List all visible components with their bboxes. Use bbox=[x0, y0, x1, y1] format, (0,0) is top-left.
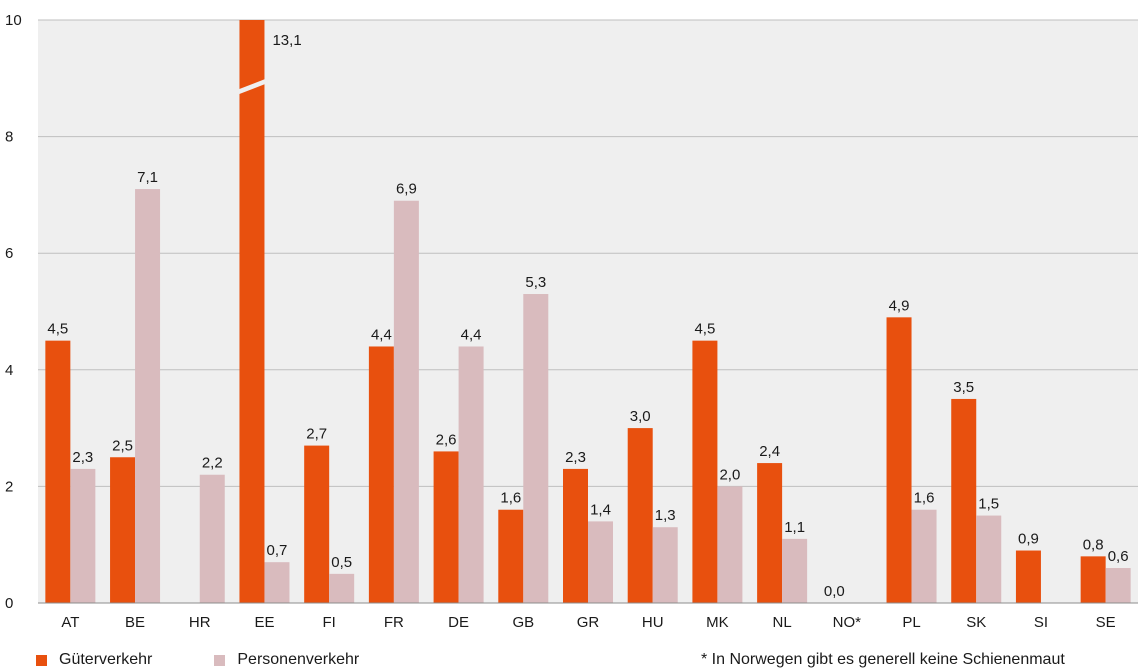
data-label-personenverkehr-fi: 0,5 bbox=[331, 554, 352, 571]
x-tick-label-hr: HR bbox=[189, 614, 211, 631]
bar-g-terverkehr-fi bbox=[304, 445, 330, 603]
data-labels-layer: 4,5 2,3 2,5 7,1 2,2 13,1 0,7 2,7 0,5 4,4 6,9 2,6 4,4… bbox=[47, 32, 1128, 600]
bar-g-terverkehr-be bbox=[110, 457, 136, 603]
legend-swatch-gueterverkehr bbox=[36, 654, 47, 666]
x-tick-label-fi: FI bbox=[323, 614, 336, 631]
x-tick-label-no: NO* bbox=[833, 614, 862, 631]
x-tick-label-sk: SK bbox=[966, 614, 986, 631]
data-label-personenverkehr-pl: 1,6 bbox=[914, 490, 935, 507]
bar-personenverkehr-pl bbox=[911, 509, 937, 603]
data-label-g-terverkehr-mk: 4,5 bbox=[694, 321, 715, 338]
legend: Güterverkehr Personenverkehr bbox=[36, 650, 421, 670]
bar-personenverkehr-ee bbox=[264, 562, 290, 603]
data-label-g-terverkehr-se: 0,8 bbox=[1083, 536, 1104, 553]
x-tick-label-hu: HU bbox=[642, 614, 664, 631]
bar-g-terverkehr-ee bbox=[239, 20, 265, 603]
data-label-personenverkehr-gr: 1,4 bbox=[590, 501, 611, 518]
axis-break-marker bbox=[236, 78, 268, 96]
data-label-personenverkehr-de: 4,4 bbox=[461, 326, 482, 343]
data-label-personenverkehr-sk: 1,5 bbox=[978, 496, 999, 513]
bar-personenverkehr-gr bbox=[588, 521, 613, 603]
bar-personenverkehr-se bbox=[1105, 568, 1131, 603]
bar-personenverkehr-mk bbox=[717, 486, 743, 603]
bar-personenverkehr-be bbox=[135, 189, 161, 603]
axis-layer: 0 2 4 6 8 10 AT BE HR EE FI FR DE GB GR HU MK NL NO* PL SK SI… bbox=[5, 12, 1138, 631]
legend-swatch-personenverkehr bbox=[214, 654, 226, 666]
bar-g-terverkehr-de bbox=[433, 451, 459, 603]
data-label-personenverkehr-mk: 2,0 bbox=[719, 466, 740, 483]
x-tick-label-se: SE bbox=[1096, 614, 1116, 631]
bar-g-terverkehr-gb bbox=[498, 509, 524, 603]
data-label-personenverkehr-hu: 1,3 bbox=[655, 507, 676, 524]
bar-personenverkehr-sk bbox=[976, 515, 1002, 603]
data-label-g-terverkehr-gb: 1,6 bbox=[500, 490, 521, 507]
bar-personenverkehr-de bbox=[458, 346, 484, 603]
x-tick-label-pl: PL bbox=[902, 614, 920, 631]
x-tick-label-gr: GR bbox=[577, 614, 600, 631]
data-label-g-terverkehr-no: 0,0 bbox=[824, 583, 845, 600]
bar-personenverkehr-hr bbox=[199, 474, 225, 603]
data-label-g-terverkehr-fr: 4,4 bbox=[371, 326, 392, 343]
y-tick-label-8: 8 bbox=[5, 129, 13, 146]
bar-g-terverkehr-at bbox=[45, 340, 71, 603]
data-label-personenverkehr-be: 7,1 bbox=[137, 169, 158, 186]
footnote: * In Norwegen gibt es generell keine Sch… bbox=[701, 651, 1065, 668]
bar-g-terverkehr-fr bbox=[368, 346, 394, 603]
bar-personenverkehr-hu bbox=[652, 527, 678, 603]
bar-g-terverkehr-pl bbox=[886, 317, 912, 603]
x-tick-label-nl: NL bbox=[773, 614, 792, 631]
legend-label-gueterverkehr: Güterverkehr bbox=[59, 651, 153, 668]
bar-g-terverkehr-gr bbox=[563, 468, 588, 603]
bar-personenverkehr-fi bbox=[329, 573, 355, 603]
data-label-g-terverkehr-si: 0,9 bbox=[1018, 531, 1039, 548]
data-label-g-terverkehr-ee: 13,1 bbox=[272, 32, 301, 49]
bars-layer bbox=[45, 20, 1131, 604]
data-label-g-terverkehr-nl: 2,4 bbox=[759, 443, 780, 460]
legend-item-personenverkehr: Personenverkehr bbox=[214, 651, 359, 669]
y-tick-label-6: 6 bbox=[5, 245, 13, 262]
data-label-g-terverkehr-gr: 2,3 bbox=[565, 449, 586, 466]
data-label-personenverkehr-hr: 2,2 bbox=[202, 455, 223, 472]
bar-personenverkehr-at bbox=[70, 468, 96, 603]
data-label-g-terverkehr-be: 2,5 bbox=[112, 437, 133, 454]
y-tick-label-10: 10 bbox=[5, 12, 22, 29]
y-tick-label-0: 0 bbox=[5, 595, 13, 612]
data-label-personenverkehr-at: 2,3 bbox=[72, 449, 93, 466]
data-label-personenverkehr-se: 0,6 bbox=[1108, 548, 1129, 565]
x-tick-label-be: BE bbox=[125, 614, 145, 631]
data-label-personenverkehr-nl: 1,1 bbox=[784, 519, 805, 536]
bar-g-terverkehr-mk bbox=[692, 340, 718, 603]
legend-label-personenverkehr: Personenverkehr bbox=[237, 651, 360, 668]
bar-personenverkehr-gb bbox=[523, 294, 549, 603]
data-label-g-terverkehr-hu: 3,0 bbox=[630, 408, 651, 425]
data-label-g-terverkehr-at: 4,5 bbox=[47, 321, 68, 338]
data-label-personenverkehr-fr: 6,9 bbox=[396, 181, 417, 198]
x-tick-label-gb: GB bbox=[512, 614, 534, 631]
y-tick-label-4: 4 bbox=[5, 362, 13, 379]
data-label-g-terverkehr-de: 2,6 bbox=[436, 431, 457, 448]
data-label-g-terverkehr-pl: 4,9 bbox=[889, 297, 910, 314]
bar-g-terverkehr-hu bbox=[627, 428, 653, 603]
x-tick-label-fr: FR bbox=[384, 614, 404, 631]
bar-g-terverkehr-sk bbox=[951, 398, 977, 603]
x-tick-label-de: DE bbox=[448, 614, 469, 631]
x-tick-label-at: AT bbox=[61, 614, 79, 631]
x-tick-label-mk: MK bbox=[706, 614, 729, 631]
y-tick-label-2: 2 bbox=[5, 478, 13, 495]
legend-item-gueterverkehr: Güterverkehr bbox=[36, 651, 152, 669]
bar-g-terverkehr-se bbox=[1080, 556, 1106, 603]
bar-chart: 4,5 2,3 2,5 7,1 2,2 13,1 0,7 2,7 0,5 4,4 6,9 2,6 4,4… bbox=[5, 12, 1138, 631]
data-label-g-terverkehr-fi: 2,7 bbox=[306, 426, 327, 443]
bar-personenverkehr-fr bbox=[393, 200, 419, 604]
x-tick-label-si: SI bbox=[1034, 614, 1048, 631]
data-label-personenverkehr-gb: 5,3 bbox=[525, 274, 546, 291]
bar-g-terverkehr-nl bbox=[757, 463, 783, 603]
data-label-g-terverkehr-sk: 3,5 bbox=[953, 379, 974, 396]
bar-personenverkehr-nl bbox=[782, 538, 808, 603]
data-label-personenverkehr-ee: 0,7 bbox=[267, 542, 288, 559]
bar-g-terverkehr-si bbox=[1015, 550, 1041, 603]
x-tick-label-ee: EE bbox=[254, 614, 274, 631]
